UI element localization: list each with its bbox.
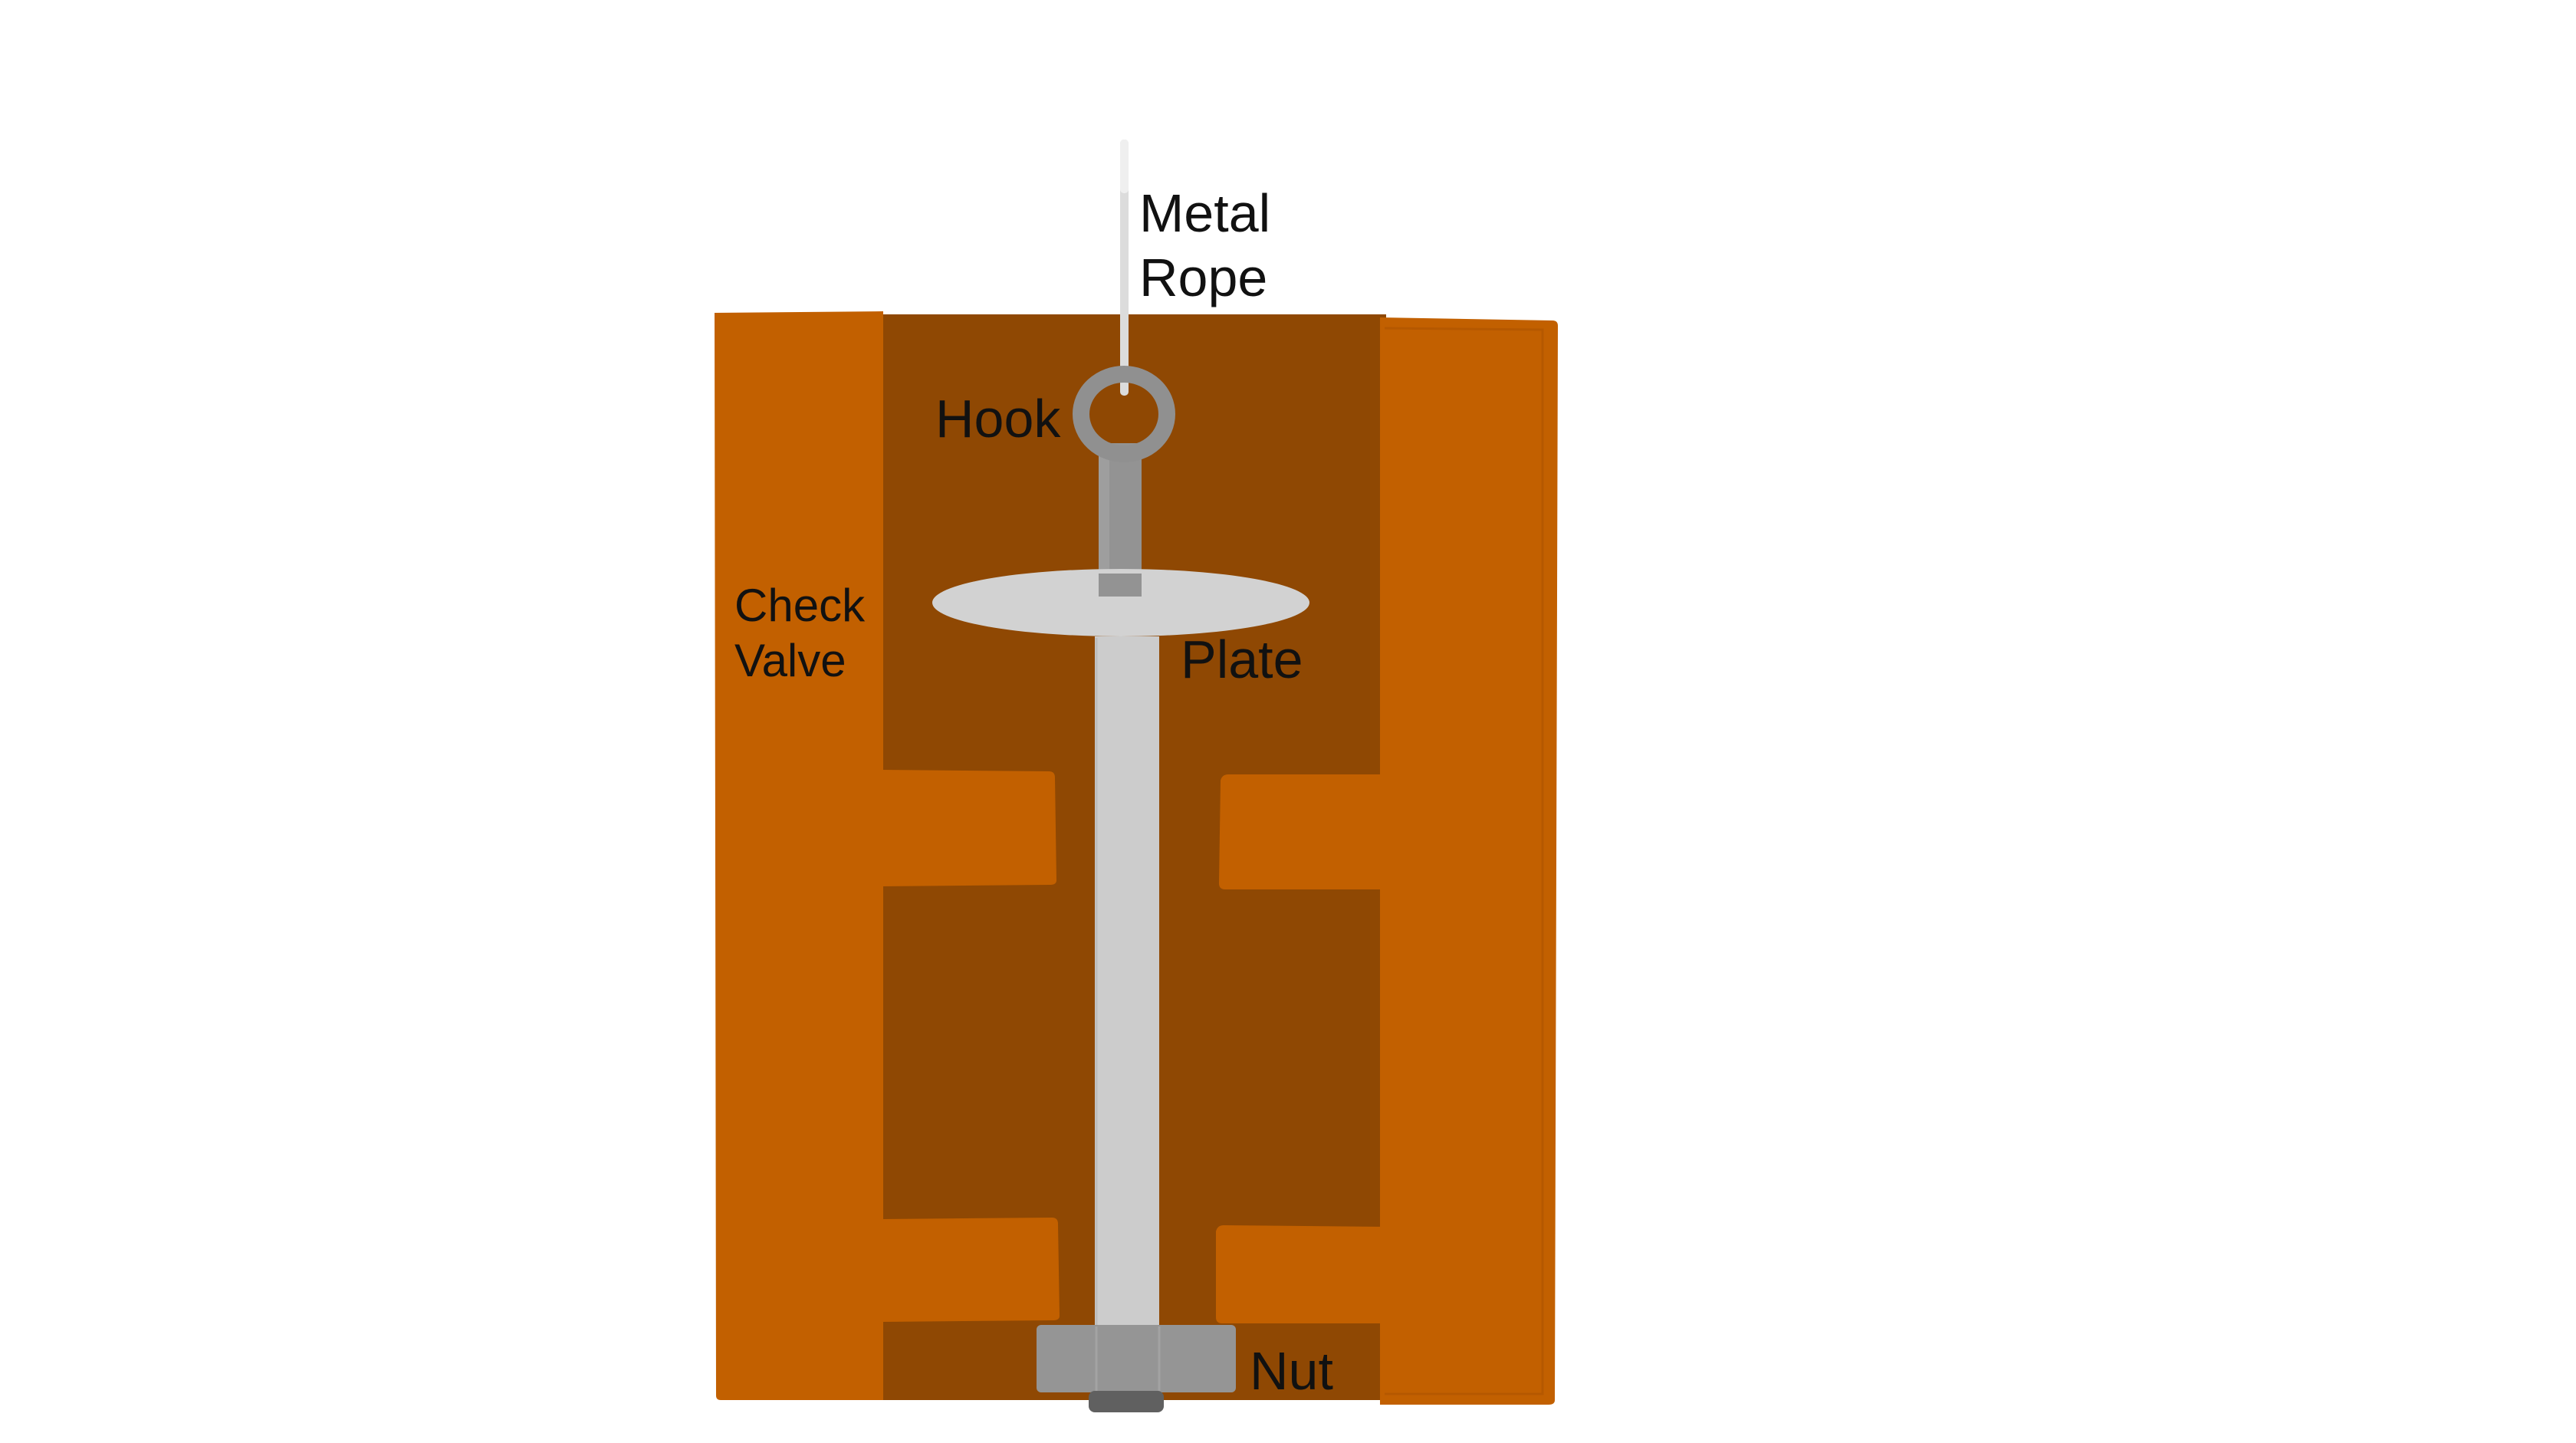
left-wall xyxy=(715,311,888,1400)
hook-label: Hook xyxy=(935,389,1061,449)
plate-label: Plate xyxy=(1181,629,1303,689)
plate-hook-joint xyxy=(1099,574,1142,597)
metal-rope-label-line2: Rope xyxy=(1139,248,1267,307)
metal-rope-label-line1: Metal xyxy=(1139,183,1270,243)
lower-left-ledge xyxy=(882,1218,1060,1322)
check-valve-label-line2: Valve xyxy=(734,635,846,686)
check-valve-label-line1: Check xyxy=(734,580,866,631)
hook-eye xyxy=(1073,366,1175,462)
nut-body xyxy=(1037,1325,1236,1392)
upper-right-ledge xyxy=(1219,774,1388,889)
metal-rope xyxy=(1120,140,1129,396)
nut-label: Nut xyxy=(1250,1341,1333,1401)
lower-right-ledge xyxy=(1216,1225,1388,1323)
right-wall xyxy=(1380,317,1558,1405)
right-wall-outline xyxy=(1384,327,1544,1395)
plate xyxy=(932,569,1309,636)
nut xyxy=(1037,1325,1236,1412)
upper-left-ledge xyxy=(882,770,1056,886)
rod xyxy=(1095,636,1159,1326)
nut-bottom xyxy=(1089,1391,1164,1412)
